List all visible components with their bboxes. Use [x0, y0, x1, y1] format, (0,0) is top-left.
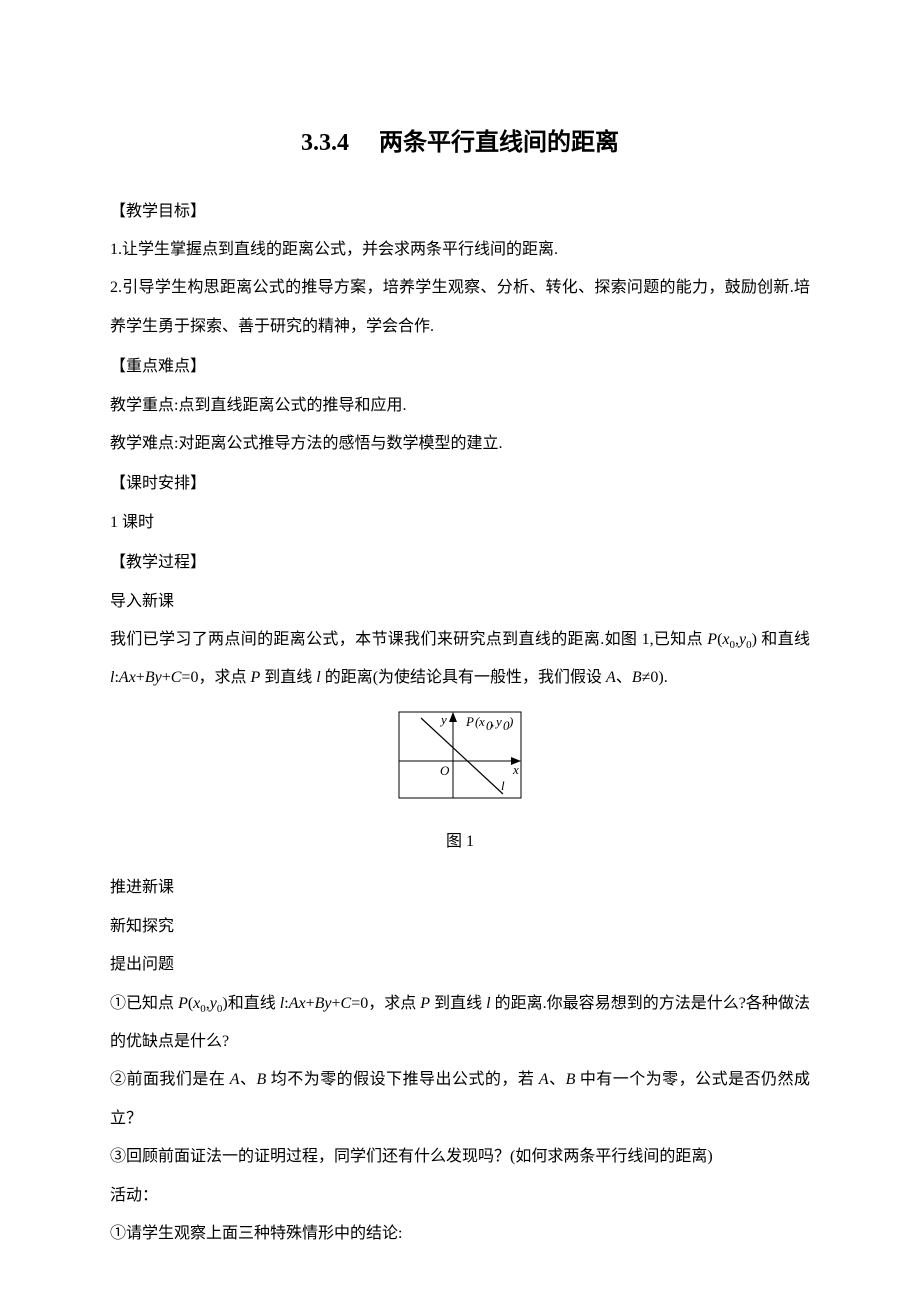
math-A: A	[539, 1071, 549, 1088]
math-l: l	[110, 669, 114, 686]
question-1: ①已知点 P(x0,y0)和直线 l:Ax+By+C=0，求点 P 到直线 l …	[110, 985, 810, 1062]
math-B: B	[257, 1071, 267, 1088]
math-comma: 、	[240, 1071, 257, 1088]
math-A: A	[230, 1071, 240, 1088]
svg-text:x: x	[512, 762, 519, 777]
intro-text-f: ≠0).	[642, 669, 668, 686]
math-y: y	[324, 995, 331, 1012]
math-plus: +	[306, 995, 315, 1012]
math-P: P	[707, 631, 717, 648]
goal-item-2: 2.引导学生构思距离公式的推导方案，培养学生观察、分析、转化、探索问题的能力，鼓…	[110, 269, 810, 346]
figure-1: y x O l P ( x 0 , y 0 )	[393, 706, 528, 806]
svg-text:O: O	[440, 763, 450, 778]
intro-paragraph: 我们已学习了两点间的距离公式，本节课我们来研究点到直线的距离.如图 1,已知点 …	[110, 621, 810, 698]
math-P: P	[178, 995, 188, 1012]
intro-text-d: 到直线	[260, 669, 316, 686]
math-A: A	[289, 995, 299, 1012]
math-B: B	[315, 995, 325, 1012]
question-3: ③回顾前面证法一的证明过程，同学们还有什么发现吗？(如何求两条平行线间的距离)	[110, 1138, 810, 1176]
q1-text-d: 到直线	[430, 995, 486, 1012]
math-sub0: 0	[217, 1003, 223, 1015]
svg-text:,: ,	[491, 714, 494, 729]
math-B: B	[632, 669, 642, 686]
keypoint-focus: 教学重点:点到直线距离公式的推导和应用.	[110, 387, 810, 425]
math-P: P	[250, 669, 260, 686]
math-sub0: 0	[746, 639, 752, 651]
q1-text-a: ①已知点	[110, 995, 178, 1012]
math-plus: +	[162, 669, 171, 686]
question-2: ②前面我们是在 A、B 均不为零的假设下推导出公式的，若 A、B 中有一个为零，…	[110, 1061, 810, 1138]
activity-label: 活动：	[110, 1177, 810, 1215]
section-schedule-header: 【课时安排】	[110, 465, 810, 503]
intro-text-a: 我们已学习了两点间的距离公式，本节课我们来研究点到直线的距离.如图 1,已知点	[110, 631, 707, 648]
math-sub0: 0	[730, 639, 736, 651]
intro-text-e: 的距离(为使结论具有一般性，我们假设	[321, 669, 606, 686]
q1-text-c: =0，求点	[351, 995, 420, 1012]
math-C: C	[341, 995, 352, 1012]
math-C: C	[171, 669, 182, 686]
math-comma: 、	[549, 1071, 566, 1088]
math-x: x	[298, 995, 305, 1012]
math-A: A	[606, 669, 616, 686]
q1-text-b: 和直线	[228, 995, 280, 1012]
figure-1-container: y x O l P ( x 0 , y 0 ) 图 1	[110, 706, 810, 862]
goal-item-1: 1.让学生掌握点到直线的距离公式，并会求两条平行线间的距离.	[110, 231, 810, 269]
svg-text:P: P	[465, 714, 474, 729]
math-B: B	[566, 1071, 576, 1088]
title-number: 3.3.4	[301, 130, 349, 156]
math-B: B	[145, 669, 155, 686]
svg-text:y: y	[439, 712, 447, 727]
intro-text-b: 和直线	[761, 631, 810, 648]
math-A: A	[119, 669, 129, 686]
q2-text-a: ②前面我们是在	[110, 1071, 230, 1088]
math-P: P	[420, 995, 430, 1012]
math-l: l	[280, 995, 284, 1012]
intro-text-c: =0，求点	[181, 669, 250, 686]
section-goals-header: 【教学目标】	[110, 193, 810, 231]
figure-1-caption: 图 1	[110, 823, 810, 861]
schedule-value: 1 课时	[110, 504, 810, 542]
math-sub0: 0	[200, 1003, 206, 1015]
title-text: 两条平行直线间的距离	[379, 130, 619, 156]
svg-text:): )	[508, 714, 513, 729]
section-keypoints-header: 【重点难点】	[110, 348, 810, 386]
math-plus: +	[332, 995, 341, 1012]
math-y: y	[210, 995, 217, 1012]
advance-label: 推进新课	[110, 869, 810, 907]
explore-label: 新知探究	[110, 908, 810, 946]
math-x: x	[722, 631, 729, 648]
keypoint-difficulty: 教学难点:对距离公式推导方法的感悟与数学模型的建立.	[110, 425, 810, 463]
q2-text-b: 均不为零的假设下推导出公式的，若	[266, 1071, 539, 1088]
math-comma: 、	[616, 669, 632, 686]
svg-text:x: x	[478, 714, 485, 729]
math-x: x	[129, 669, 136, 686]
question-label: 提出问题	[110, 946, 810, 984]
math-y: y	[155, 669, 162, 686]
intro-label: 导入新课	[110, 583, 810, 621]
svg-text:l: l	[501, 778, 505, 793]
svg-text:y: y	[494, 714, 502, 729]
activity-1: ①请学生观察上面三种特殊情形中的结论:	[110, 1215, 810, 1253]
math-plus: +	[136, 669, 145, 686]
section-process-header: 【教学过程】	[110, 544, 810, 582]
document-title: 3.3.4 两条平行直线间的距离	[110, 115, 810, 173]
